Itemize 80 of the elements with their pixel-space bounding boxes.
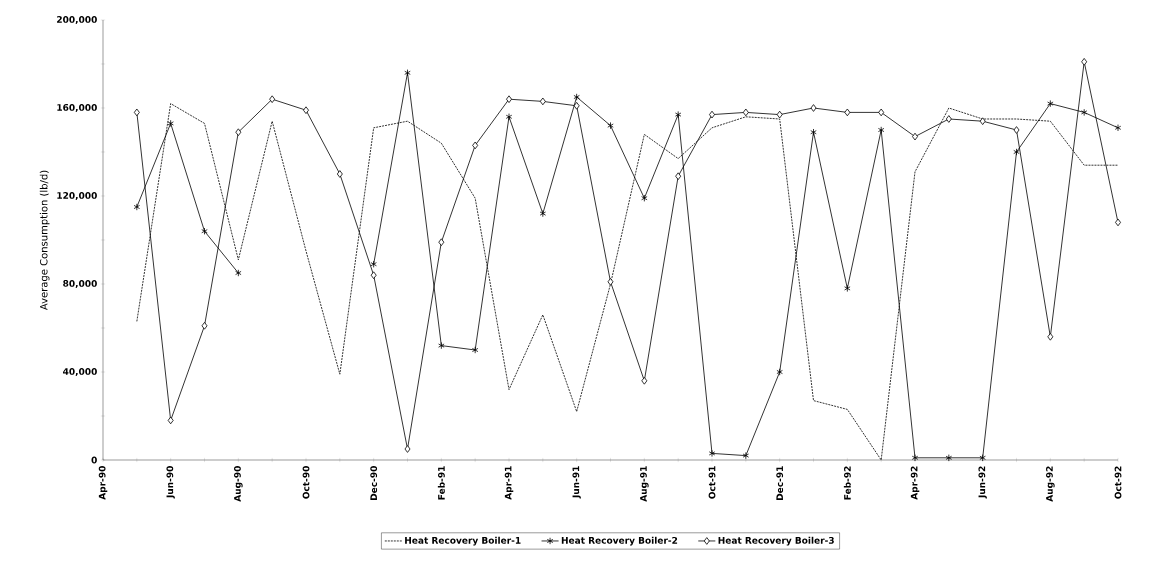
point: [911, 454, 919, 462]
x-tick-label: Jun-90: [166, 466, 175, 499]
y-tick-label: 0: [91, 456, 97, 464]
x-tick-label: Dec-91: [776, 466, 784, 501]
point: [1081, 108, 1088, 116]
x-tick-label: Dec-90: [370, 466, 378, 501]
legend-label: Heat Recovery Boiler-1: [405, 536, 521, 546]
point: [404, 69, 411, 77]
point: [607, 122, 614, 130]
point: [979, 454, 986, 462]
x-tick-label: Apr-91: [504, 466, 514, 500]
point: [438, 342, 445, 350]
point: [641, 377, 648, 385]
point: [1013, 148, 1020, 156]
point: [810, 128, 817, 136]
point: [133, 108, 140, 117]
point: [810, 104, 817, 112]
point: [1114, 124, 1122, 132]
point: [472, 141, 479, 150]
point: [1081, 58, 1088, 66]
point: [506, 95, 512, 103]
point: [607, 278, 614, 286]
point: [776, 110, 783, 119]
point: [641, 194, 648, 202]
point: [573, 102, 580, 110]
point: [1047, 100, 1054, 108]
point: [573, 93, 580, 101]
point: [370, 260, 377, 268]
x-tick-label: Aug-91: [640, 466, 649, 502]
point: [201, 322, 208, 330]
x-tick-label: Apr-92: [910, 466, 920, 500]
point: [133, 203, 141, 211]
point: [776, 368, 783, 376]
point: [472, 346, 479, 354]
point: [1013, 126, 1020, 134]
x-tick-label: Aug-90: [234, 466, 243, 502]
point: [235, 269, 242, 277]
point: [336, 170, 343, 178]
point: [303, 106, 309, 114]
y-tick-label: 40,000: [63, 368, 97, 376]
point: [742, 108, 749, 117]
x-tick-label: Oct-90: [302, 466, 310, 499]
point: [167, 119, 174, 127]
point: [438, 238, 445, 246]
point: [675, 172, 682, 180]
point: [945, 454, 953, 462]
point: [269, 95, 276, 103]
x-tick-label: Feb-91: [437, 466, 445, 500]
legend-label: Heat Recovery Boiler-3: [718, 536, 834, 546]
y-tick-label: 160,000: [57, 104, 97, 112]
point: [370, 271, 377, 279]
point: [1047, 333, 1054, 341]
x-tick-label: Oct-91: [708, 466, 716, 499]
point: [505, 113, 513, 121]
point: [539, 97, 546, 106]
y-tick-label: 80,000: [63, 280, 97, 288]
legend-label: Heat Recovery Boiler-2: [561, 536, 678, 546]
x-tick-label: Jun-91: [572, 466, 581, 499]
point: [675, 111, 682, 119]
y-tick-label: 200,000: [57, 16, 97, 24]
x-tick-label: Jun-92: [978, 466, 987, 499]
point: [878, 108, 885, 117]
point: [878, 126, 885, 134]
point: [167, 416, 174, 425]
point: [539, 210, 547, 218]
x-tick-label: Feb-92: [843, 466, 851, 500]
point: [708, 449, 716, 457]
point: [844, 284, 851, 292]
point: [945, 115, 952, 123]
point: [404, 445, 411, 453]
point: [235, 128, 242, 136]
point: [201, 227, 208, 235]
x-tick-label: Aug-92: [1046, 466, 1055, 502]
x-tick-label: Apr-90: [98, 466, 108, 500]
point: [979, 117, 986, 125]
y-tick-label: 120,000: [57, 192, 97, 200]
point: [844, 108, 851, 117]
y-axis-title: Average Consumption (lb/d): [39, 170, 50, 311]
point: [742, 452, 750, 460]
x-tick-label: Oct-92: [1114, 466, 1122, 499]
